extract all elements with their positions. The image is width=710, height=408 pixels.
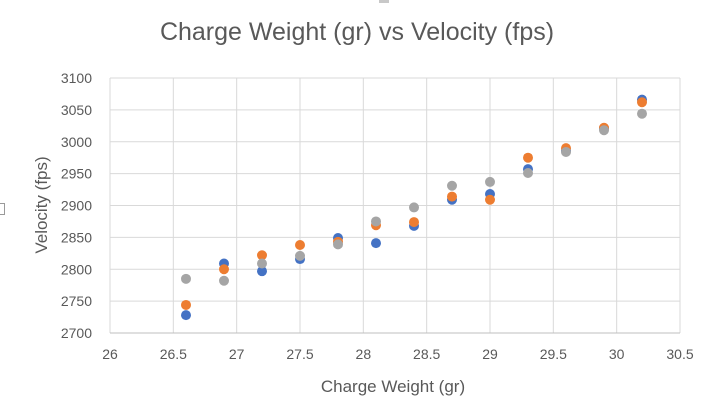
data-point <box>409 202 419 213</box>
x-tick-label: 29 <box>482 346 498 362</box>
data-point <box>599 125 609 136</box>
chart-title: Charge Weight (gr) vs Velocity (fps) <box>160 18 554 46</box>
data-point <box>257 250 267 261</box>
data-point <box>257 266 267 277</box>
chart-resize-handle-top[interactable] <box>379 0 389 3</box>
data-point <box>447 191 457 202</box>
data-point <box>561 146 571 157</box>
data-point <box>181 310 191 321</box>
data-point <box>409 217 419 228</box>
x-tick-label: 28 <box>356 346 372 362</box>
y-tick-label: 2800 <box>61 261 92 277</box>
x-tick-label: 30.5 <box>666 346 693 362</box>
y-tick-label: 3000 <box>61 134 92 150</box>
x-axis-title: Charge Weight (gr) <box>321 377 465 396</box>
data-point <box>523 167 533 178</box>
y-tick-label: 3050 <box>61 102 92 118</box>
data-point <box>295 240 305 251</box>
data-point <box>181 299 191 310</box>
data-point <box>333 239 343 250</box>
data-point <box>523 152 533 163</box>
gridlines <box>109 77 681 334</box>
y-axis-title: Velocity (fps) <box>32 156 51 253</box>
y-tick-label: 3100 <box>61 70 92 86</box>
data-point <box>447 180 457 191</box>
data-point <box>485 194 495 205</box>
y-axis-ticks: 2700 2750 2800 2850 2900 2950 3000 3050 3100 <box>61 70 92 341</box>
x-tick-label: 29.5 <box>540 346 567 362</box>
chart-resize-handle-left[interactable] <box>0 203 5 215</box>
data-point <box>295 250 305 261</box>
y-tick-label: 2950 <box>61 166 92 182</box>
x-tick-label: 27 <box>229 346 245 362</box>
x-tick-label: 26 <box>102 346 118 362</box>
x-tick-label: 26.5 <box>160 346 187 362</box>
data-point <box>181 273 191 284</box>
x-tick-label: 28.5 <box>413 346 440 362</box>
data-point <box>371 238 381 249</box>
x-tick-label: 27.5 <box>286 346 313 362</box>
data-point <box>257 258 267 269</box>
data-point <box>637 97 647 108</box>
x-tick-label: 30 <box>609 346 625 362</box>
y-tick-label: 2750 <box>61 293 92 309</box>
data-point <box>637 108 647 119</box>
data-point <box>485 176 495 187</box>
y-tick-label: 2900 <box>61 198 92 214</box>
data-point <box>219 275 229 286</box>
y-tick-label: 2850 <box>61 229 92 245</box>
data-point <box>371 216 381 227</box>
data-points <box>181 94 647 321</box>
x-axis-ticks: 26 26.5 27 27.5 28 28.5 29 29.5 30 30.5 <box>102 346 694 362</box>
y-tick-label: 2700 <box>61 325 92 341</box>
data-point <box>219 264 229 275</box>
